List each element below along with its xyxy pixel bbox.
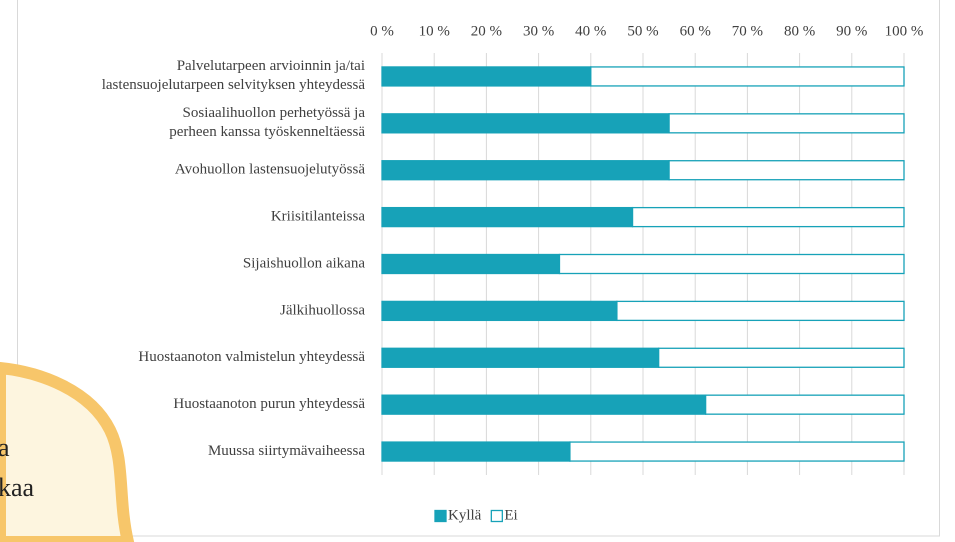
bar <box>382 255 559 274</box>
y-tick-label: Kriisitilanteissa <box>271 209 365 225</box>
bar <box>669 161 904 180</box>
chart: 0 % 10 % 20 % 30 % 40 % 50 % 60 % 70 % 80 % 90 % 1… <box>0 0 955 542</box>
legend-label: Ei <box>504 507 517 523</box>
legend-swatch <box>491 511 502 522</box>
x-tick-label: 20 % <box>471 23 502 39</box>
x-tick-label: 100 % <box>885 23 924 39</box>
bar <box>382 67 591 86</box>
x-tick-label: 40 % <box>575 23 606 39</box>
bar <box>382 114 669 133</box>
x-tick-label: 90 % <box>836 23 867 39</box>
x-tick-label: 0 % <box>370 23 394 39</box>
bar <box>382 208 633 227</box>
legend-label: Kyllä <box>448 507 482 523</box>
y-tick-label: Huostaanoton purun yhteydessä <box>173 396 365 412</box>
bar <box>617 301 904 320</box>
backdrop-text: a <box>0 433 10 462</box>
bar <box>633 208 904 227</box>
x-tick-label: 80 % <box>784 23 815 39</box>
bar <box>559 255 904 274</box>
page: 0 % 10 % 20 % 30 % 40 % 50 % 60 % 70 % 80 % 90 % 1… <box>0 0 955 542</box>
y-tick-label: Avohuollon lastensuojelutyössä <box>175 162 365 178</box>
backdrop-text: kaa <box>0 473 35 502</box>
x-tick-label: 50 % <box>627 23 658 39</box>
x-tick-label: 60 % <box>680 23 711 39</box>
bar <box>382 301 617 320</box>
bar <box>570 442 904 461</box>
bar <box>669 114 904 133</box>
bar <box>382 442 570 461</box>
bar <box>591 67 904 86</box>
bar <box>706 395 904 414</box>
bar <box>382 348 659 367</box>
legend-swatch <box>435 511 446 522</box>
y-tick-label: Huostaanoton valmistelun yhteydessä <box>138 349 365 365</box>
x-tick-label: 10 % <box>419 23 450 39</box>
y-tick-label: Jälkihuollossa <box>280 302 365 318</box>
y-tick-label: Muussa siirtymävaiheessa <box>208 443 365 459</box>
bar <box>382 161 669 180</box>
x-tick-label: 30 % <box>523 23 554 39</box>
bar <box>659 348 904 367</box>
bar <box>382 395 706 414</box>
y-tick-label: Sijaishuollon aikana <box>243 255 365 271</box>
x-tick-label: 70 % <box>732 23 763 39</box>
